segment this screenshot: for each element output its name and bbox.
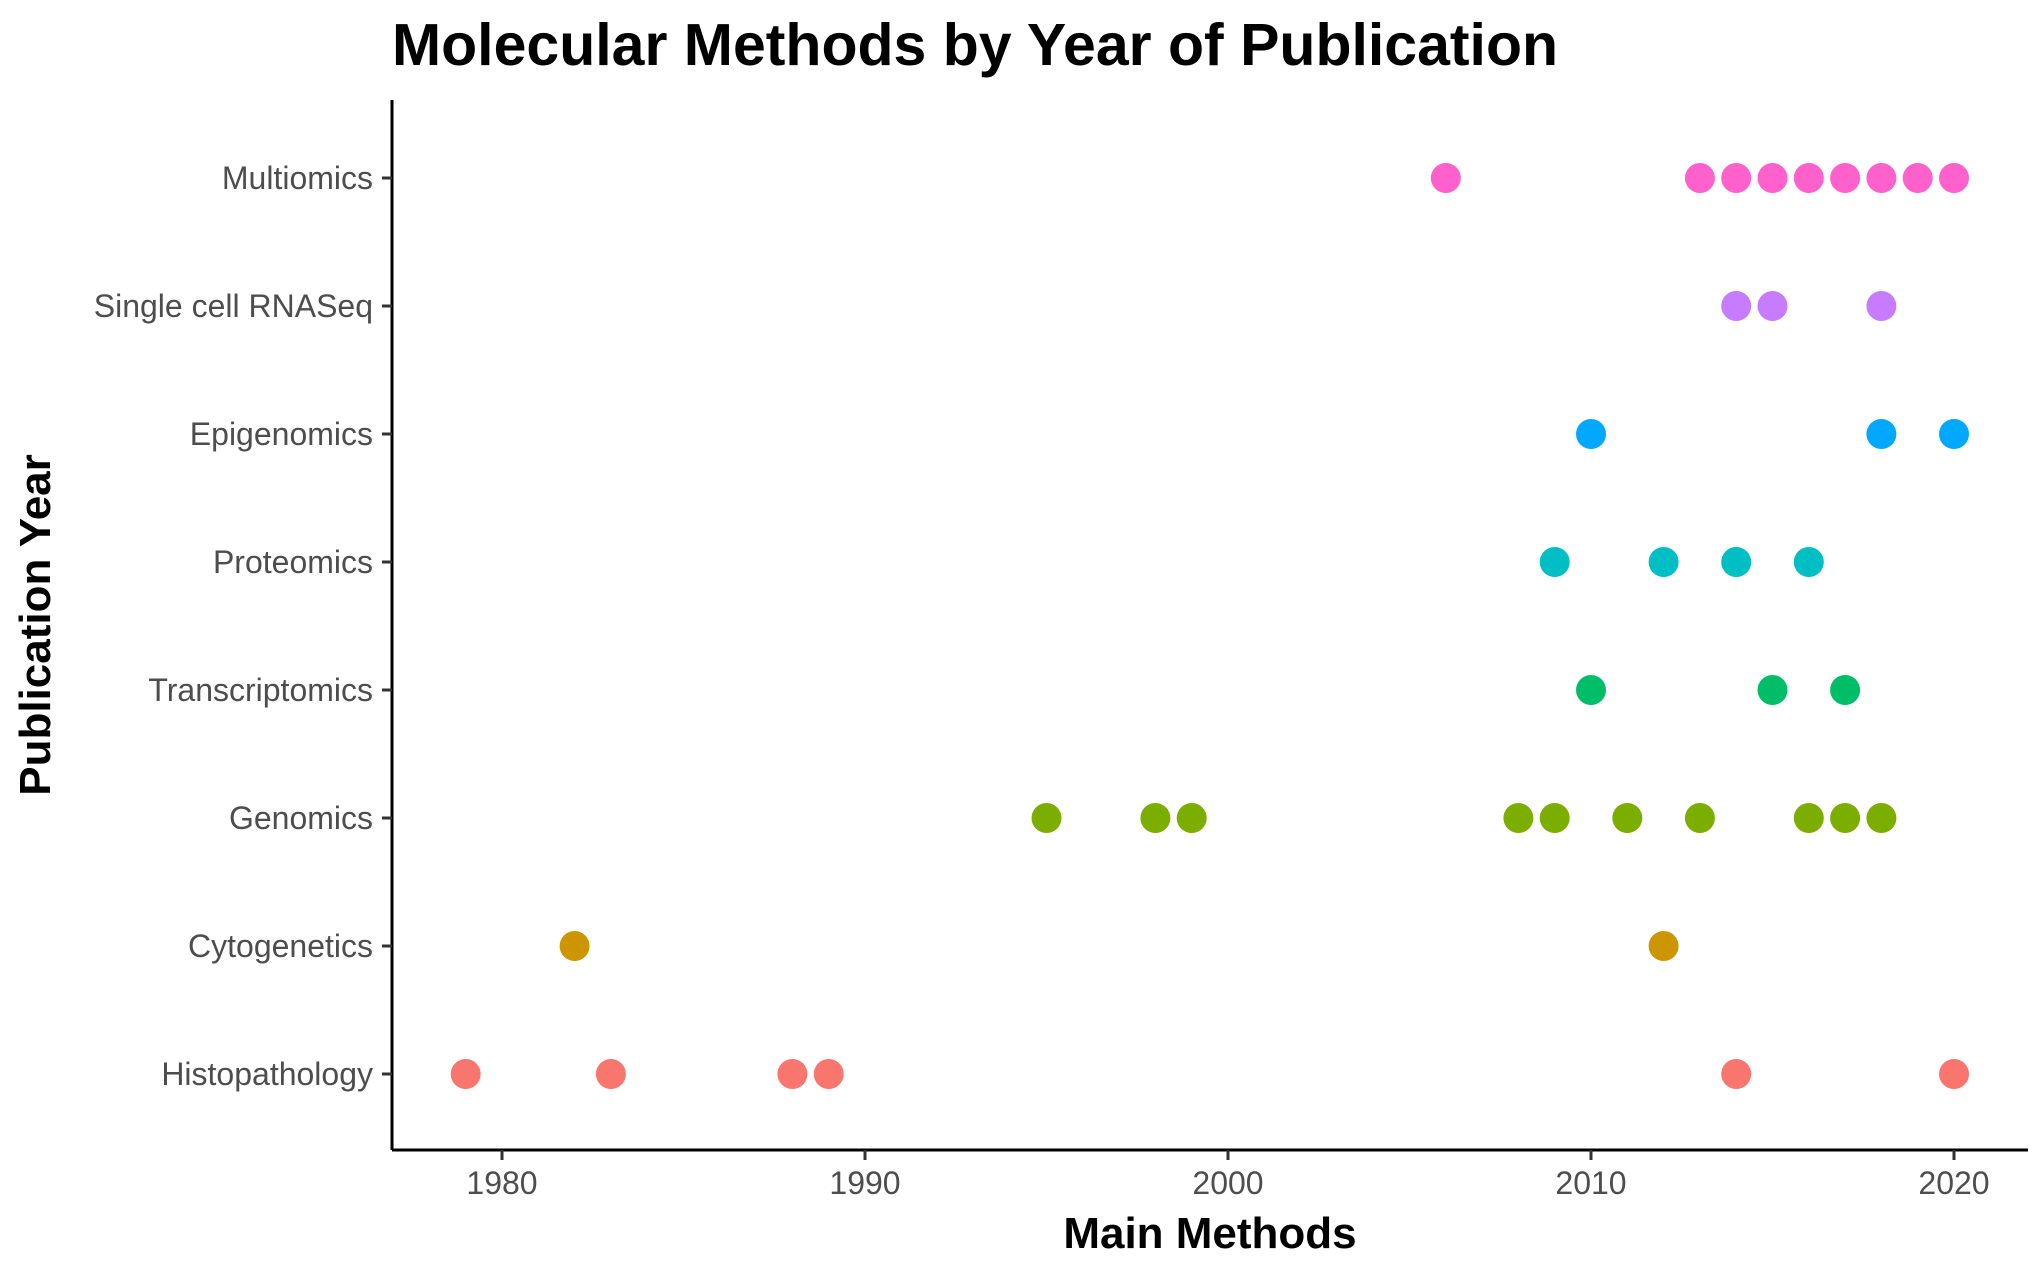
y-tick-label: Multiomics xyxy=(222,160,373,196)
data-point xyxy=(1757,675,1788,705)
data-point xyxy=(1648,547,1679,577)
data-point xyxy=(1140,803,1171,833)
data-point xyxy=(1902,163,1933,193)
data-point xyxy=(1866,291,1897,321)
chart-title: Molecular Methods by Year of Publication xyxy=(392,12,1558,78)
x-tick-label: 2010 xyxy=(1555,1165,1626,1201)
data-point xyxy=(1866,163,1897,193)
y-tick-label: Epigenomics xyxy=(190,416,373,452)
data-point xyxy=(777,1059,808,1089)
x-axis: 1980 1990 2000 2010 2020 xyxy=(466,1150,1990,1201)
y-tick-label: Single cell RNASeq xyxy=(94,288,373,324)
data-point xyxy=(1539,547,1570,577)
data-point xyxy=(1176,803,1207,833)
data-point xyxy=(1830,163,1861,193)
data-point xyxy=(1866,803,1897,833)
y-tick-label: Genomics xyxy=(229,800,373,836)
data-point xyxy=(1939,419,1969,449)
data-point xyxy=(1576,419,1606,449)
data-point xyxy=(1830,675,1861,705)
data-point xyxy=(1684,163,1715,193)
data-point xyxy=(1576,675,1606,705)
data-point xyxy=(1866,419,1897,449)
data-point xyxy=(1684,803,1715,833)
data-point xyxy=(1539,803,1570,833)
data-point xyxy=(559,931,590,961)
data-point xyxy=(1793,547,1824,577)
y-tick-label: Transcriptomics xyxy=(148,672,373,708)
data-point xyxy=(1503,803,1534,833)
plot-area xyxy=(450,163,1969,1089)
data-point xyxy=(450,1059,481,1089)
x-axis-title: Main Methods xyxy=(1063,1209,1356,1258)
y-tick-label: Proteomics xyxy=(213,544,373,580)
data-point xyxy=(813,1059,844,1089)
data-point xyxy=(1793,163,1824,193)
data-point xyxy=(1721,547,1752,577)
data-point xyxy=(1793,803,1824,833)
data-point xyxy=(1721,291,1752,321)
data-point xyxy=(1830,803,1861,833)
data-point xyxy=(595,1059,626,1089)
x-tick-label: 1990 xyxy=(829,1165,900,1201)
data-point xyxy=(1612,803,1643,833)
data-point xyxy=(1430,163,1461,193)
x-tick-label: 2000 xyxy=(1192,1165,1263,1201)
y-tick-label: Histopathology xyxy=(161,1056,373,1092)
data-point xyxy=(1757,291,1788,321)
y-axis-title: Publication Year xyxy=(11,454,60,796)
data-point xyxy=(1648,931,1679,961)
x-tick-label: 1980 xyxy=(466,1165,537,1201)
data-point xyxy=(1721,1059,1752,1089)
data-point xyxy=(1939,163,1969,193)
y-tick-label: Cytogenetics xyxy=(188,928,373,964)
data-point xyxy=(1031,803,1062,833)
x-tick-label: 2020 xyxy=(1918,1165,1989,1201)
data-point xyxy=(1721,163,1752,193)
data-point xyxy=(1939,1059,1969,1089)
data-point xyxy=(1757,163,1788,193)
y-axis: Histopathology Cytogenetics Genomics Transc… xyxy=(94,160,392,1092)
